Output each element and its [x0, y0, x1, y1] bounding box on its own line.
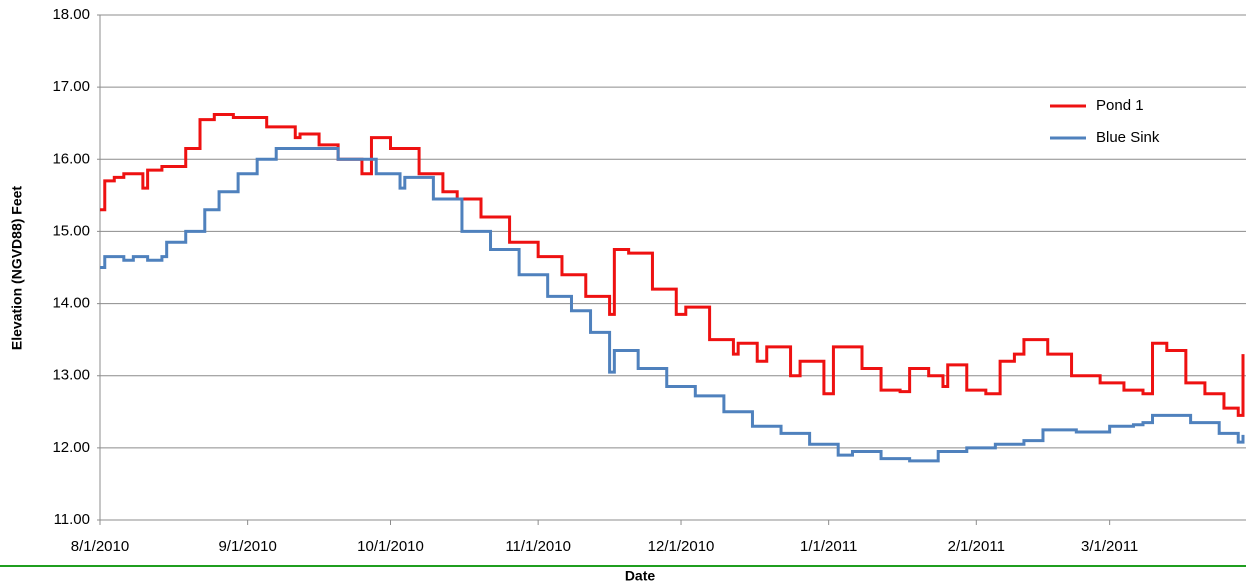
y-tick-label: 11.00 — [54, 511, 90, 528]
x-tick-label: 12/1/2010 — [648, 538, 715, 555]
x-tick-label: 10/1/2010 — [357, 538, 424, 555]
x-tick-label: 3/1/2011 — [1081, 538, 1138, 555]
y-tick-label: 18.00 — [52, 6, 90, 23]
x-tick-label: 8/1/2010 — [71, 538, 129, 555]
y-tick-label: 12.00 — [52, 439, 90, 456]
y-tick-label: 17.00 — [52, 78, 90, 95]
x-axis-label: Date — [625, 568, 656, 584]
data-line — [100, 113, 1245, 417]
x-tick-label: 9/1/2010 — [218, 538, 276, 555]
x-tick-label: 1/1/2011 — [800, 538, 857, 555]
x-tick-label: 2/1/2011 — [948, 538, 1005, 555]
data-line — [100, 146, 1245, 463]
x-tick-label: 11/1/2010 — [505, 538, 571, 555]
legend-label: Pond 1 — [1096, 97, 1144, 114]
y-tick-label: 14.00 — [52, 295, 90, 312]
y-tick-label: 13.00 — [52, 367, 90, 384]
y-tick-label: 16.00 — [52, 150, 90, 167]
y-axis-label: Elevation (NGVD88) Feet — [9, 186, 25, 350]
legend-label: Blue Sink — [1096, 129, 1160, 146]
y-tick-label: 15.00 — [52, 222, 90, 239]
